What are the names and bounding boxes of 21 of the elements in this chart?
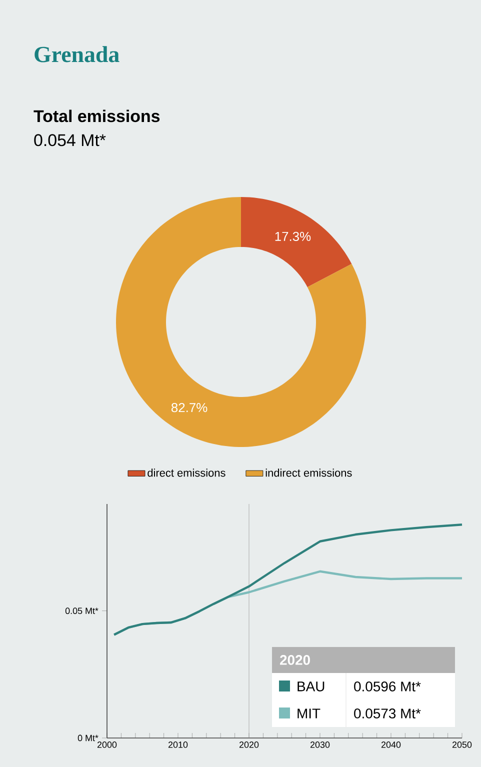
- y-tick-label: 0 Mt*: [78, 734, 98, 742]
- data-label: 17.3%: [275, 232, 311, 241]
- chart-title: Grenada: [34, 46, 120, 62]
- chart-subtitle: Total emissions: [34, 110, 160, 122]
- legend-label: BAU: [298, 682, 324, 692]
- x-tick-label: 2050: [452, 742, 472, 748]
- x-tick-label: 2030: [310, 742, 330, 748]
- annotation: 2020: [280, 655, 310, 665]
- legend-label: MIT: [298, 708, 320, 718]
- x-tick-label: 2020: [239, 742, 259, 748]
- legend-label: indirect emissions: [266, 468, 352, 477]
- x-tick-label: 2040: [381, 742, 401, 748]
- line-series: [113, 523, 464, 636]
- x-tick-label: 2000: [97, 742, 117, 748]
- annotation: 0.0573 Mt*: [354, 708, 421, 718]
- text: 0.054 Mt*: [34, 134, 106, 146]
- y-tick-label: 0.05 Mt*: [65, 608, 98, 614]
- data-label: 82.7%: [171, 402, 208, 412]
- x-tick-label: 2010: [168, 742, 188, 748]
- annotation: 0.0596 Mt*: [354, 682, 421, 692]
- legend-label: direct emissions: [148, 468, 226, 477]
